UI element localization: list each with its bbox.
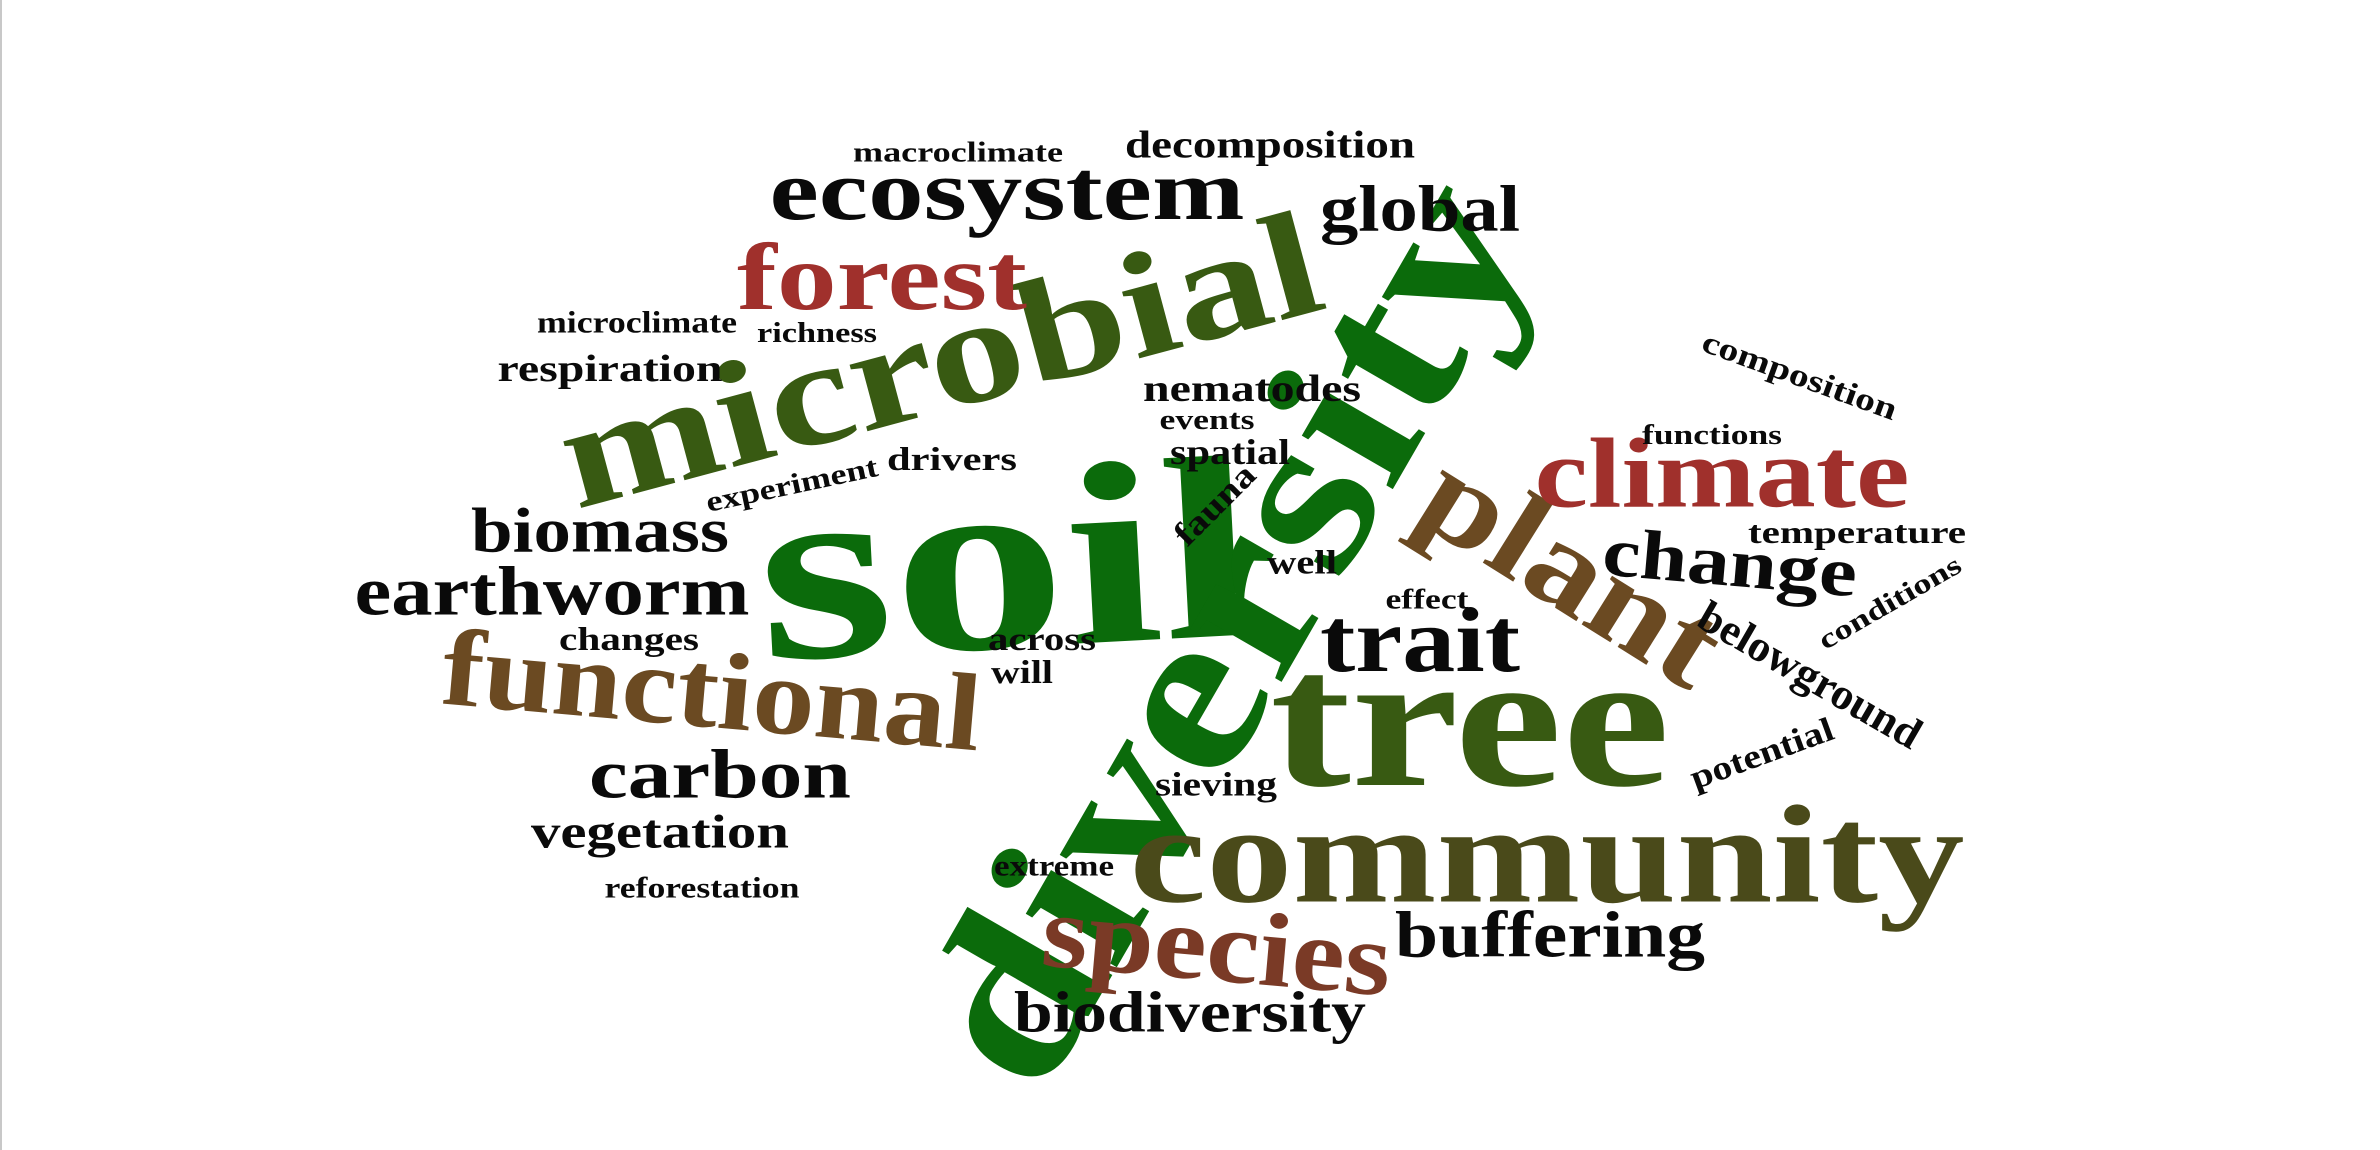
word-decomposition: decomposition bbox=[1125, 124, 1415, 167]
word-spatial: spatial bbox=[1170, 432, 1290, 472]
word-temperature: temperature bbox=[1748, 514, 1966, 550]
word-trait: trait bbox=[1320, 589, 1520, 691]
word-nematodes: nematodes bbox=[1143, 368, 1361, 410]
word-community: community bbox=[1130, 778, 1965, 933]
word-richness: richness bbox=[757, 317, 877, 349]
word-tree: tree bbox=[1270, 612, 1670, 828]
word-will: will bbox=[991, 655, 1053, 691]
word-earthworm: earthworm bbox=[355, 554, 750, 631]
word-soil: soil bbox=[750, 403, 1264, 717]
word-global: global bbox=[1320, 173, 1520, 246]
word-reforestation: reforestation bbox=[605, 872, 800, 905]
word-biodiversity: biodiversity bbox=[1014, 980, 1366, 1045]
word-macroclimate: macroclimate bbox=[853, 138, 1063, 169]
word-events: events bbox=[1160, 404, 1255, 436]
word-extreme: extreme bbox=[994, 850, 1114, 883]
word-ecosystem: ecosystem bbox=[770, 142, 1245, 238]
word-microclimate: microclimate bbox=[537, 305, 737, 340]
word-drivers: drivers bbox=[887, 442, 1017, 478]
word-sieving: sieving bbox=[1155, 767, 1277, 804]
word-carbon: carbon bbox=[589, 737, 851, 814]
word-respiration: respiration bbox=[498, 348, 723, 390]
word-changes: changes bbox=[559, 622, 699, 658]
word-buffering: buffering bbox=[1395, 899, 1705, 972]
word-composition: composition bbox=[1698, 323, 1903, 427]
word-forest: forest bbox=[737, 224, 1027, 330]
word-across: across bbox=[988, 622, 1096, 658]
word-functions: functions bbox=[1642, 419, 1782, 451]
word-well: well bbox=[1267, 545, 1337, 582]
word-biomass: biomass bbox=[471, 495, 729, 566]
word-vegetation: vegetation bbox=[531, 806, 789, 859]
word-effect: effect bbox=[1386, 585, 1470, 616]
word-climate: climate bbox=[1535, 418, 1910, 529]
